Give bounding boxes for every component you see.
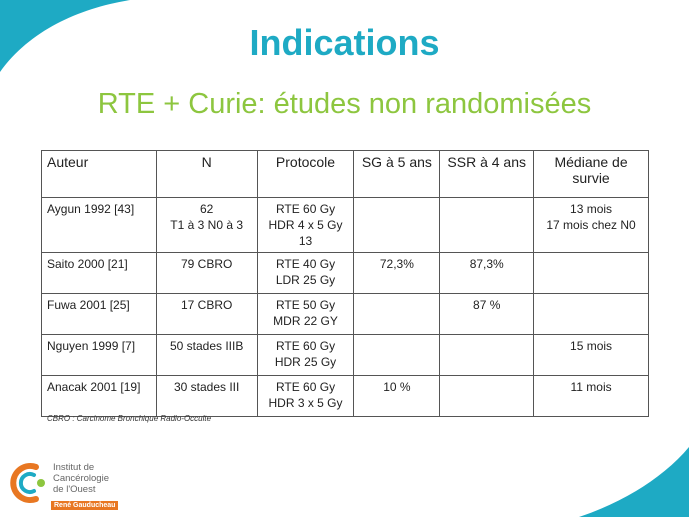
institute-logo-icon bbox=[10, 463, 45, 503]
cell-protocole: RTE 40 Gy LDR 25 Gy bbox=[256, 252, 355, 294]
cell-line: 30 stades III bbox=[173, 380, 240, 394]
institute-logo-subtitle: René Gauducheau bbox=[51, 501, 119, 510]
header-n: N bbox=[155, 150, 258, 198]
cell-mediane: 13 mois 17 mois chez N0 bbox=[533, 197, 649, 253]
cell-auteur: Saito 2000 [21] bbox=[41, 252, 157, 294]
cell-line: 15 mois bbox=[570, 339, 613, 353]
cell-line: 79 CBRO bbox=[180, 257, 233, 271]
cell-n: 79 CBRO bbox=[155, 252, 258, 294]
cell-ssr bbox=[439, 197, 535, 253]
cell-line: LDR 25 Gy bbox=[275, 273, 336, 287]
header-auteur: Auteur bbox=[41, 150, 157, 198]
cell-line: HDR 4 x 5 Gy 13 bbox=[268, 218, 343, 248]
table-row: Saito 2000 [21] 79 CBRO RTE 40 Gy LDR 25 … bbox=[41, 252, 649, 294]
cell-n: 50 stades IIIB bbox=[155, 334, 258, 376]
slide-title: Indications bbox=[249, 22, 440, 63]
cell-ssr bbox=[439, 334, 535, 376]
cell-sg bbox=[353, 334, 441, 376]
cell-mediane: 15 mois bbox=[533, 334, 649, 376]
cell-line: RTE 40 Gy bbox=[275, 257, 336, 271]
cell-line: 17 mois chez N0 bbox=[546, 218, 636, 232]
cell-auteur: Nguyen 1999 [7] bbox=[41, 334, 157, 376]
cell-n: 17 CBRO bbox=[155, 293, 258, 335]
cell-mediane bbox=[533, 252, 649, 294]
cell-line: 11 mois bbox=[570, 380, 612, 394]
table-row: Anacak 2001 [19] 30 stades III RTE 60 Gy… bbox=[41, 375, 649, 417]
cell-line: 13 mois bbox=[570, 202, 613, 216]
cell-line: RTE 60 Gy bbox=[275, 380, 336, 394]
corner-swoosh-bottom-right bbox=[579, 447, 689, 517]
header-ssr-4-ans: SSR à 4 ans bbox=[439, 150, 535, 198]
cell-line: RTE 60 Gy bbox=[275, 202, 336, 216]
cell-line: HDR 25 Gy bbox=[274, 355, 337, 369]
cell-n: 30 stades III bbox=[155, 375, 258, 417]
header-mediane-survie: Médiane de survie bbox=[533, 150, 649, 198]
header-sg-5-ans: SG à 5 ans bbox=[353, 150, 441, 198]
cell-sg bbox=[353, 197, 441, 253]
cell-line: MDR 22 GY bbox=[273, 314, 338, 328]
cell-line: HDR 3 x 5 Gy bbox=[268, 396, 343, 410]
institute-logo-text: Institut de Cancérologie de l'Ouest bbox=[53, 462, 109, 495]
cell-auteur: Aygun 1992 [43] bbox=[41, 197, 157, 253]
table-row: Fuwa 2001 [25] 17 CBRO RTE 50 Gy MDR 22 G… bbox=[41, 293, 649, 335]
cell-sg bbox=[353, 293, 441, 335]
table-row: Aygun 1992 [43] 62 T1 à 3 N0 à 3 RTE 60 G… bbox=[41, 197, 649, 253]
logo-line: Cancérologie bbox=[53, 473, 109, 484]
header-protocole: Protocole bbox=[256, 150, 355, 198]
cell-auteur: Fuwa 2001 [25] bbox=[41, 293, 157, 335]
cell-protocole: RTE 60 Gy HDR 3 x 5 Gy bbox=[256, 375, 355, 417]
cell-ssr: 87,3% bbox=[439, 252, 535, 294]
cell-sg: 72,3% bbox=[353, 252, 441, 294]
cell-line: 50 stades IIIB bbox=[169, 339, 244, 353]
logo-line: Institut de bbox=[53, 462, 95, 473]
cell-ssr bbox=[439, 375, 535, 417]
cell-protocole: RTE 50 Gy MDR 22 GY bbox=[256, 293, 355, 335]
corner-swoosh-top-left bbox=[0, 0, 130, 72]
cell-line: RTE 60 Gy bbox=[275, 339, 336, 353]
cell-mediane: 11 mois bbox=[533, 375, 649, 417]
slide-subtitle: RTE + Curie: études non randomisées bbox=[97, 88, 592, 120]
cell-line: 62 bbox=[199, 202, 214, 216]
cell-protocole: RTE 60 Gy HDR 25 Gy bbox=[256, 334, 355, 376]
cell-line: 17 CBRO bbox=[180, 298, 233, 312]
logo-line: de l'Ouest bbox=[53, 484, 96, 495]
table-row: Nguyen 1999 [7] 50 stades IIIB RTE 60 Gy… bbox=[41, 334, 649, 376]
cell-mediane bbox=[533, 293, 649, 335]
cell-n: 62 T1 à 3 N0 à 3 bbox=[155, 197, 258, 253]
cell-protocole: RTE 60 Gy HDR 4 x 5 Gy 13 bbox=[256, 197, 355, 253]
studies-table: Auteur N Protocole SG à 5 ans SSR à 4 an… bbox=[41, 150, 649, 417]
cell-sg: 10 % bbox=[353, 375, 441, 417]
cell-ssr: 87 % bbox=[439, 293, 535, 335]
footnote: CBRO : Carcinome Bronchique Radio-Occult… bbox=[47, 414, 212, 423]
cell-line: T1 à 3 N0 à 3 bbox=[170, 218, 244, 232]
table-header-row: Auteur N Protocole SG à 5 ans SSR à 4 an… bbox=[41, 150, 649, 198]
cell-line: RTE 50 Gy bbox=[275, 298, 336, 312]
cell-auteur: Anacak 2001 [19] bbox=[41, 375, 157, 417]
